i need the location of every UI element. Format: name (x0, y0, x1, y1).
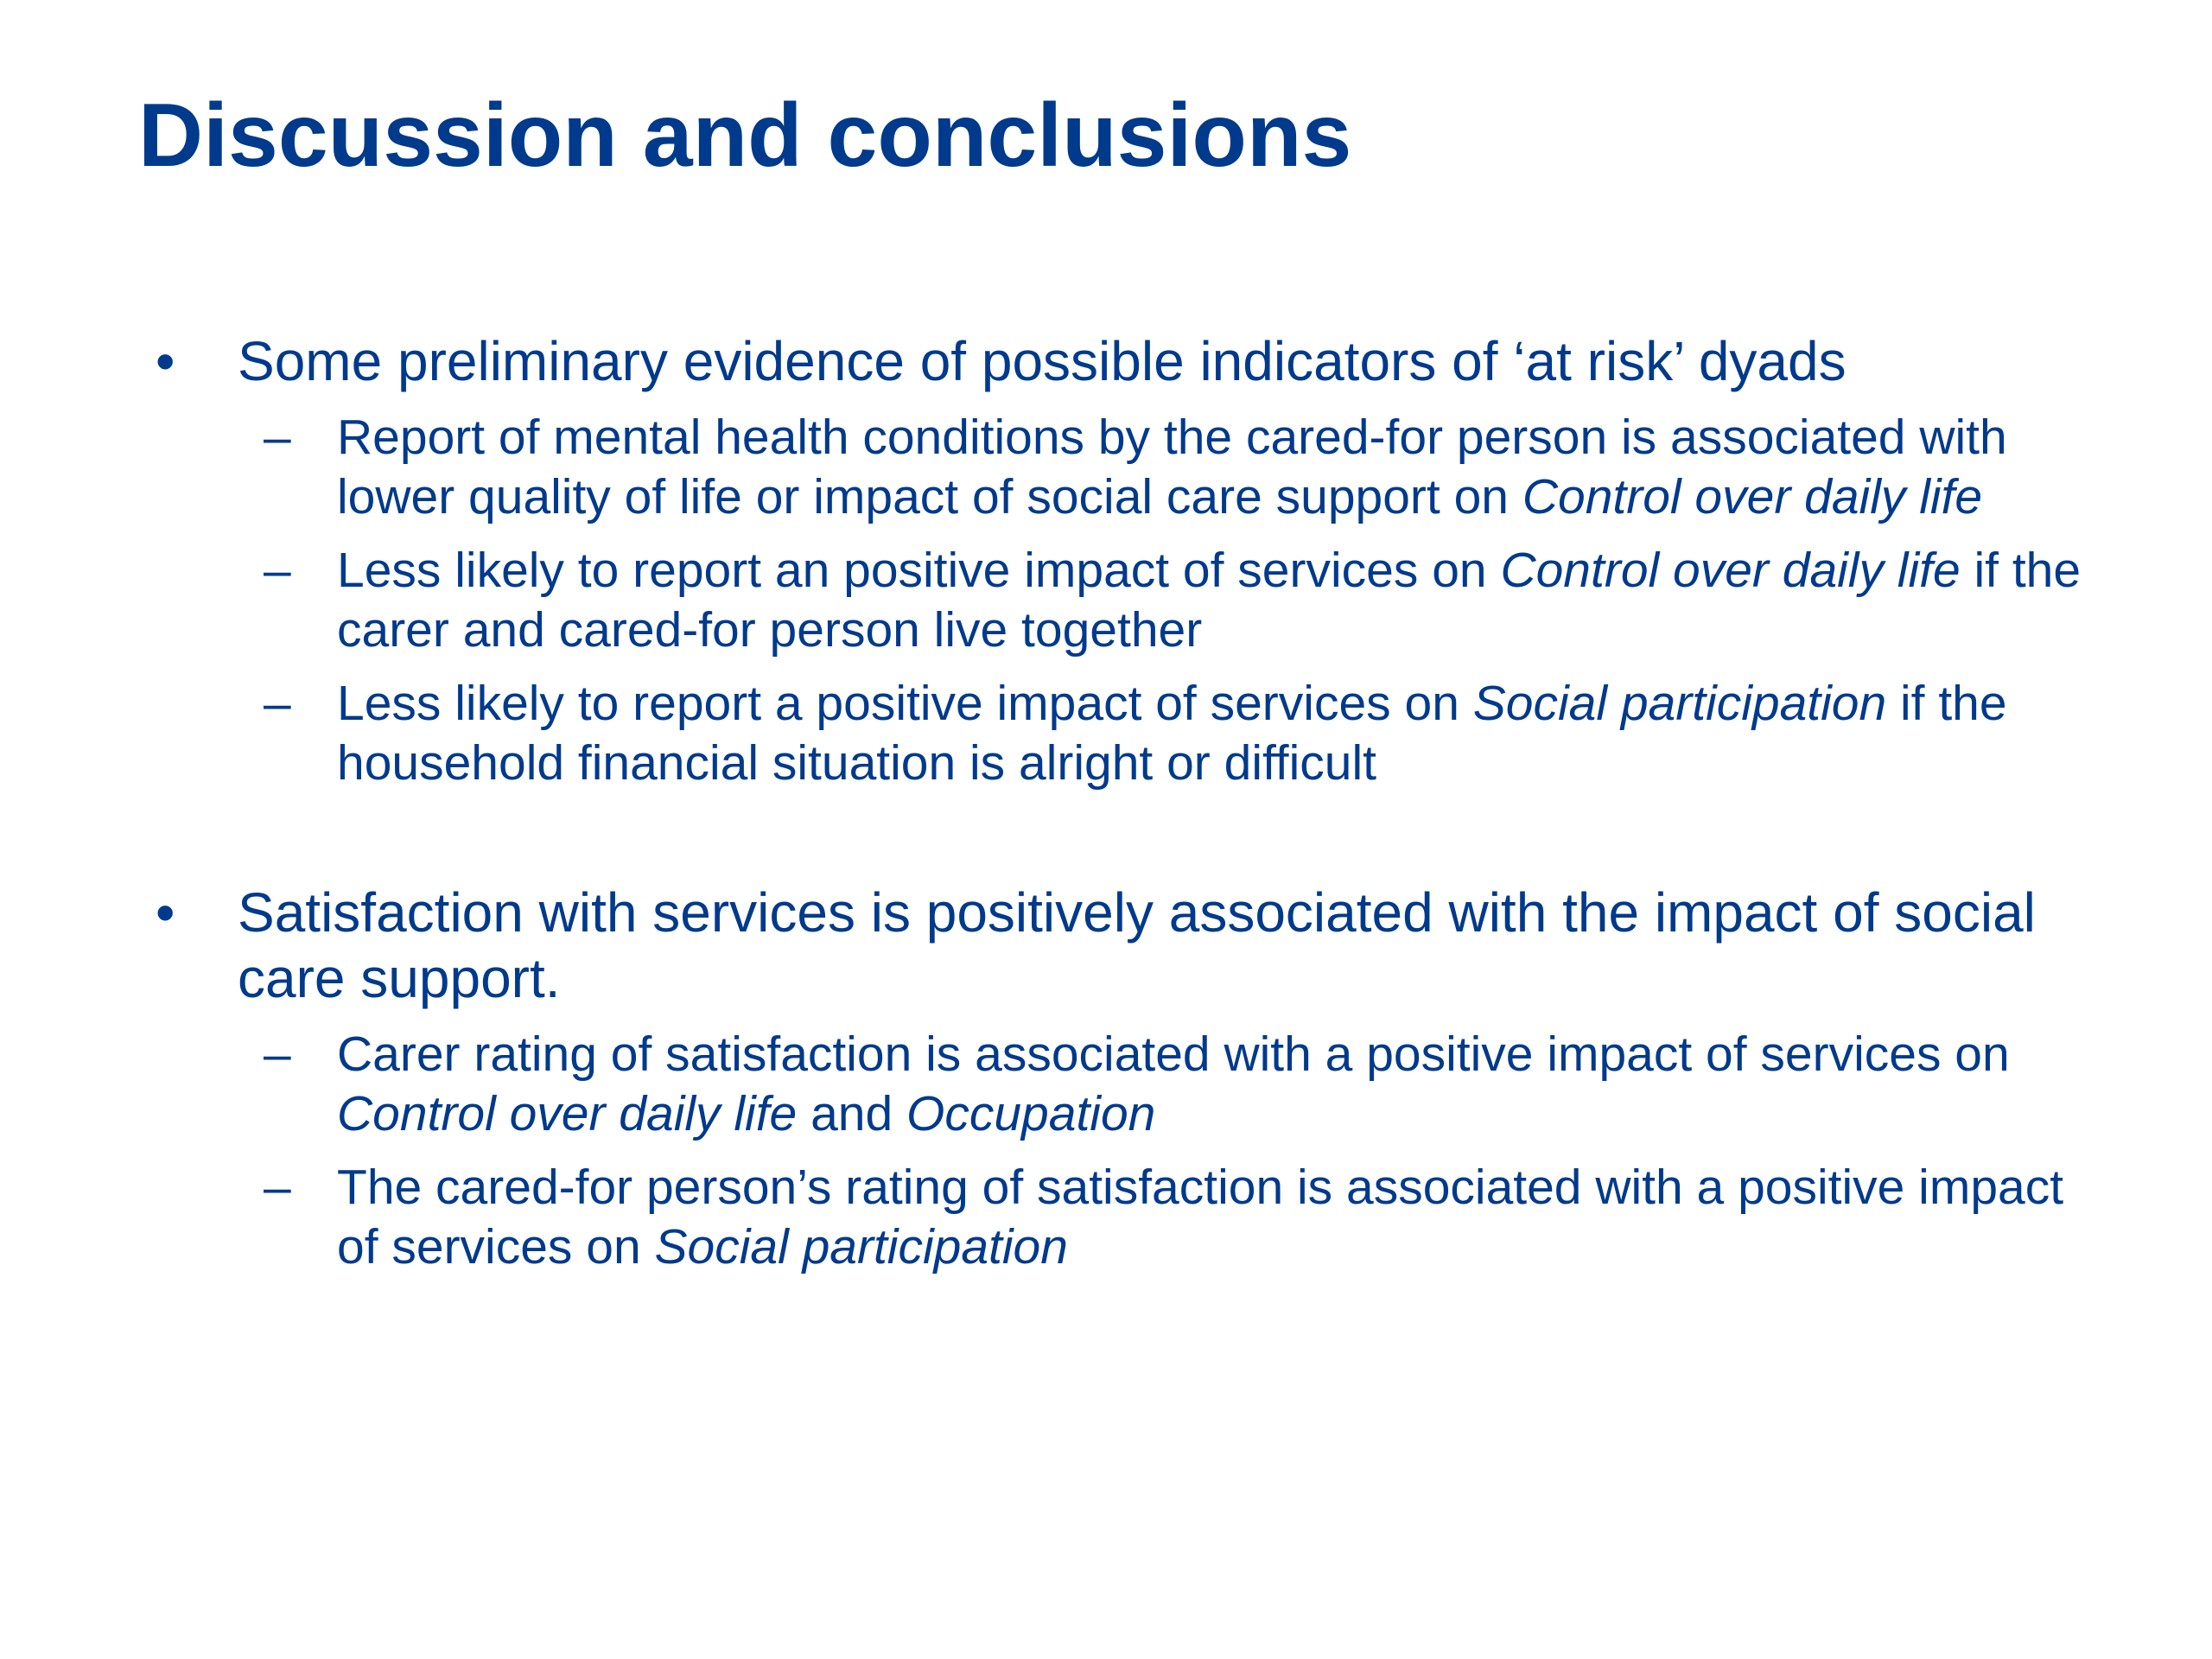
sub-text: if the household financial situation is … (337, 676, 2007, 791)
sub-italic-text: Control over daily life (337, 1086, 798, 1141)
dash-icon: – (264, 1027, 291, 1082)
sub-text: Less likely to report a positive impact … (337, 676, 1473, 731)
dash-icon: – (264, 676, 291, 731)
sub-italic-text: Occupation (906, 1086, 1156, 1141)
sub-italic-text: Social participation (1472, 676, 1887, 731)
sub-bullet-1-2: – Less likely to report an positive impa… (0, 541, 2212, 660)
bullet-dot-icon: • (156, 330, 175, 392)
sub-bullet-2-1: – Carer rating of satisfaction is associ… (0, 1025, 2212, 1144)
sub-text: The cared-for person’s rating of satisfa… (337, 1160, 2064, 1274)
sub-bullet-2-2: – The cared-for person’s rating of satis… (0, 1158, 2212, 1277)
sub-bullet-1-3: – Less likely to report a positive impac… (0, 674, 2212, 793)
bullet-1: • Some preliminary evidence of possible … (0, 328, 2212, 394)
bullet-2-text: Satisfaction with services is positively… (238, 881, 2036, 1009)
slide-content: • Some preliminary evidence of possible … (0, 328, 2212, 1277)
dash-icon: – (264, 1160, 291, 1215)
sub-text: if the carer and cared-for person live t… (337, 543, 2082, 658)
sub-italic-text: Social participation (654, 1219, 1068, 1274)
sub-italic-text: Control over daily life (1500, 543, 1961, 598)
sub-text: Carer rating of satisfaction is associat… (337, 1027, 2010, 1082)
sub-text: and (797, 1086, 907, 1141)
dash-icon: – (264, 543, 291, 598)
sub-bullet-1-1: – Report of mental health conditions by … (0, 408, 2212, 527)
bullet-1-text: Some preliminary evidence of possible in… (238, 330, 1847, 392)
dash-icon: – (264, 410, 291, 465)
sub-text: Report of mental health conditions by th… (337, 410, 2007, 524)
sub-italic-text: Control over daily life (1522, 469, 1983, 524)
bullet-dot-icon: • (156, 881, 175, 944)
bullet-2: • Satisfaction with services is positive… (0, 880, 2212, 1011)
slide-title: Discussion and conclusions (138, 86, 1352, 186)
sub-text: Less likely to report an positive impact… (337, 543, 1501, 598)
